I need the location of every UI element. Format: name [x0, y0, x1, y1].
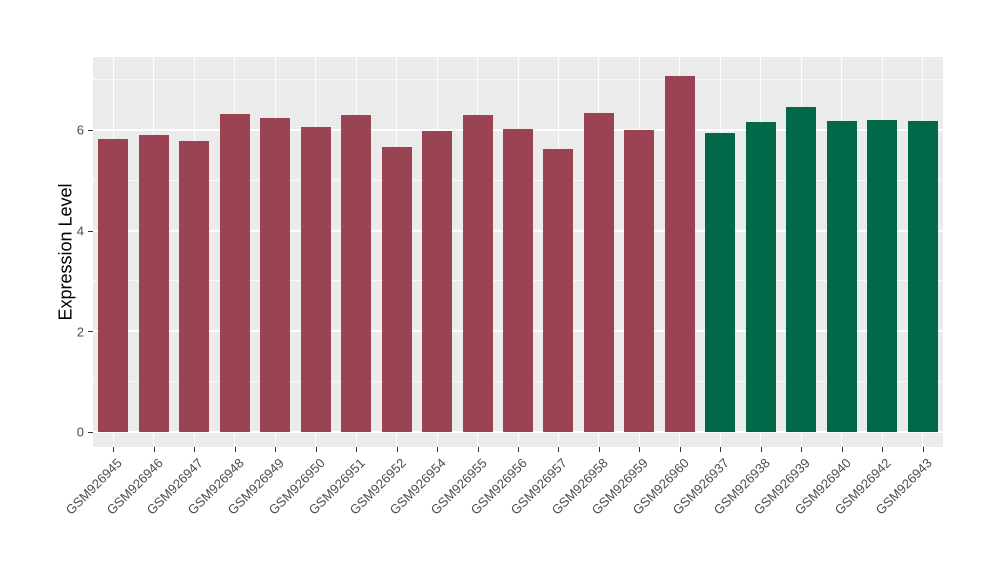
y-tick-label-6: 6: [76, 122, 84, 138]
y-tick-label-2: 2: [76, 324, 84, 340]
plot-panel: [93, 57, 943, 447]
x-tick-mark-GSM926955: [477, 447, 479, 452]
bar-GSM926950: [300, 127, 331, 432]
y-tick-mark-2: [88, 331, 93, 333]
x-tick-mark-GSM926940: [841, 447, 843, 452]
bar-GSM926957: [543, 148, 574, 432]
x-tick-mark-GSM926943: [922, 447, 924, 452]
bar-GSM926959: [624, 129, 655, 432]
bar-GSM926945: [98, 139, 129, 432]
bar-GSM926943: [907, 120, 938, 432]
bar-GSM926942: [867, 119, 898, 432]
x-tick-mark-GSM926937: [720, 447, 722, 452]
y-tick-label-0: 0: [76, 424, 84, 440]
y-tick-mark-6: [88, 129, 93, 131]
bar-GSM926939: [786, 106, 817, 432]
x-tick-mark-GSM926942: [882, 447, 884, 452]
bar-GSM926952: [381, 146, 412, 432]
bar-GSM926938: [745, 122, 776, 432]
x-tick-mark-GSM926960: [679, 447, 681, 452]
bar-GSM926958: [583, 113, 614, 432]
bar-GSM926949: [260, 118, 291, 432]
x-tick-mark-GSM926950: [315, 447, 317, 452]
x-tick-mark-GSM926951: [356, 447, 358, 452]
bar-GSM926937: [705, 132, 736, 432]
bar-GSM926954: [422, 130, 453, 432]
x-tick-mark-GSM926948: [234, 447, 236, 452]
bar-GSM926947: [179, 141, 210, 432]
x-tick-mark-GSM926945: [113, 447, 115, 452]
x-tick-mark-GSM926957: [558, 447, 560, 452]
x-tick-mark-GSM926956: [518, 447, 519, 452]
bar-GSM926960: [664, 75, 695, 432]
bar-GSM926948: [219, 114, 250, 432]
x-tick-mark-GSM926952: [396, 447, 398, 452]
x-tick-mark-GSM926947: [194, 447, 196, 452]
bar-GSM926951: [341, 115, 372, 432]
y-tick-label-4: 4: [76, 223, 84, 239]
x-tick-mark-GSM926959: [639, 447, 641, 452]
x-tick-mark-GSM926954: [437, 447, 439, 452]
x-tick-mark-GSM926946: [153, 447, 155, 452]
x-tick-mark-GSM926958: [598, 447, 600, 452]
y-axis-title: Expression Level: [55, 183, 76, 321]
bar-GSM926946: [138, 135, 169, 432]
y-tick-mark-0: [88, 431, 93, 433]
bar-GSM926956: [503, 128, 533, 432]
x-tick-mark-GSM926939: [801, 447, 803, 452]
x-tick-mark-GSM926938: [760, 447, 762, 452]
x-tick-mark-GSM926949: [275, 447, 277, 452]
y-tick-mark-4: [88, 230, 93, 232]
bar-GSM926955: [462, 115, 493, 432]
bar-GSM926940: [826, 120, 857, 432]
